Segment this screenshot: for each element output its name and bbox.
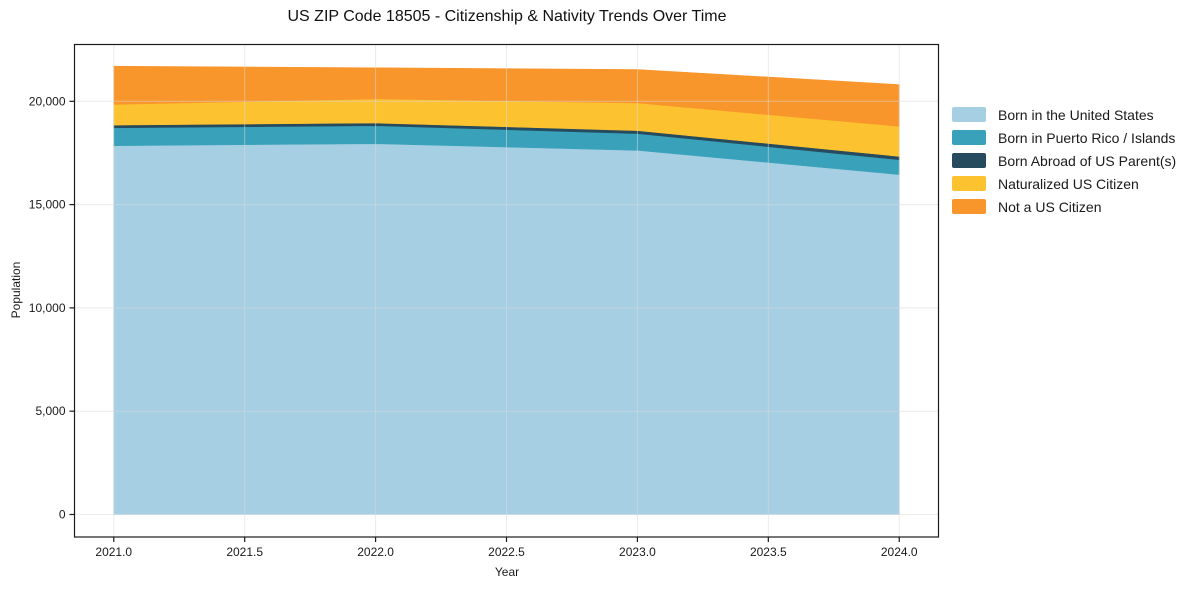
y-tick-label: 5,000 [35,404,65,418]
x-tick-label: 2023.0 [619,545,656,559]
x-tick-label: 2023.5 [750,545,787,559]
legend-item: Born in the United States [952,103,1176,126]
x-tick-label: 2021.0 [95,545,132,559]
legend-swatch [952,130,986,145]
legend-item: Naturalized US Citizen [952,172,1176,195]
legend-label: Born in the United States [998,106,1154,123]
x-tick-label: 2024.0 [881,545,918,559]
y-axis-title: Population [9,261,23,319]
gridlines [74,44,939,537]
x-axis-title: Year [494,565,520,579]
legend-swatch [952,153,986,168]
x-tick-label: 2022.0 [357,545,394,559]
legend-item: Not a US Citizen [952,195,1176,218]
legend-label: Born Abroad of US Parent(s) [998,152,1177,169]
legend-swatch [952,199,986,214]
legend-item: Born Abroad of US Parent(s) [952,149,1176,172]
chart-title: US ZIP Code 18505 - Citizenship & Nativi… [287,8,727,25]
axis-ticks: 2021.0 2021.5 2022.0 2022.5 2023.0 2023.5 2024… [29,94,918,559]
x-tick-label: 2021.5 [226,545,263,559]
y-tick-label: 10,000 [29,301,66,315]
legend-swatch [952,176,986,191]
legend-item: Born in Puerto Rico / Islands [952,126,1176,149]
legend-label: Naturalized US Citizen [998,175,1139,192]
y-tick-label: 20,000 [29,94,66,108]
legend: Born in the United States Born in Puerto … [952,103,1176,218]
legend-label: Born in Puerto Rico / Islands [998,129,1176,146]
y-tick-label: 15,000 [29,198,66,212]
x-tick-label: 2022.5 [488,545,525,559]
legend-label: Not a US Citizen [998,198,1102,215]
y-tick-label: 0 [59,507,66,521]
legend-swatch [952,107,986,122]
